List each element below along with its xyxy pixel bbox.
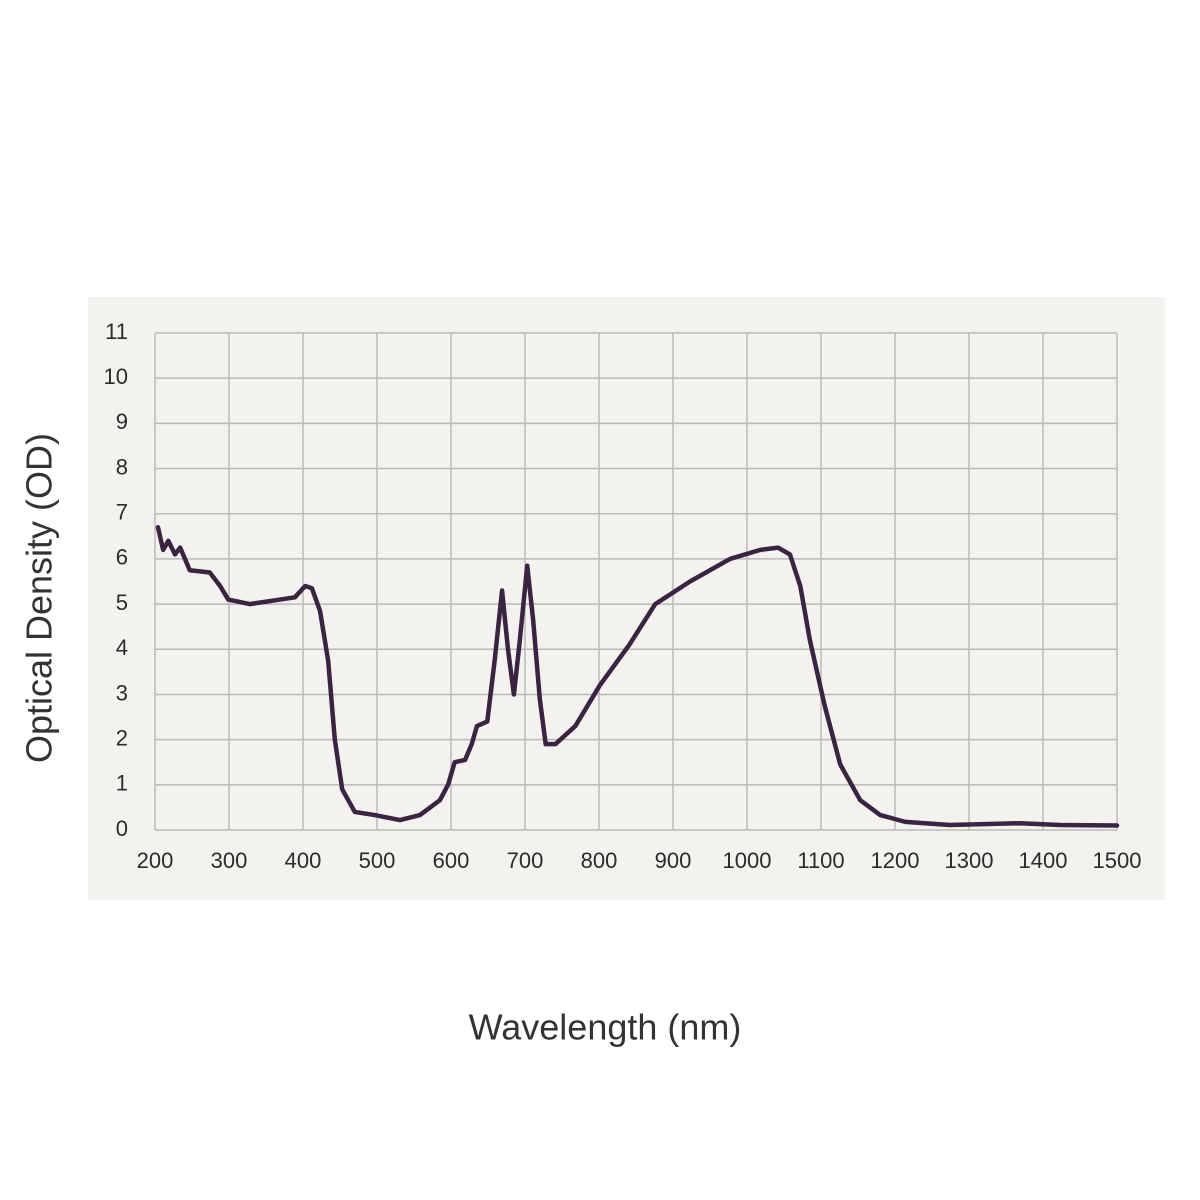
x-tick-label: 400 bbox=[285, 848, 322, 873]
x-tick-label: 1000 bbox=[723, 848, 772, 873]
x-tick-label: 1100 bbox=[797, 848, 844, 873]
x-tick-label: 1500 bbox=[1093, 848, 1142, 873]
x-tick-label: 600 bbox=[433, 848, 470, 873]
y-tick-label: 0 bbox=[116, 816, 128, 841]
x-tick-label: 200 bbox=[137, 848, 174, 873]
y-tick-label: 8 bbox=[116, 454, 128, 479]
x-tick-label: 1400 bbox=[1019, 848, 1068, 873]
data-line bbox=[155, 525, 1120, 828]
x-tick-label: 1200 bbox=[871, 848, 920, 873]
y-tick-label: 10 bbox=[104, 364, 128, 389]
y-tick-label: 1 bbox=[116, 771, 128, 796]
y-tick-label: 6 bbox=[116, 545, 128, 570]
y-tick-label: 7 bbox=[116, 500, 128, 525]
panel bbox=[88, 297, 1165, 900]
y-tick-label: 3 bbox=[116, 680, 128, 705]
x-tick-label: 800 bbox=[581, 848, 618, 873]
x-tick-label: 900 bbox=[655, 848, 692, 873]
y-tick-label: 11 bbox=[105, 319, 128, 344]
y-axis-title: Optical Density (OD) bbox=[19, 433, 60, 763]
y-tick-label: 4 bbox=[116, 635, 128, 660]
x-tick-label: 300 bbox=[211, 848, 248, 873]
x-axis-title: Wavelength (nm) bbox=[469, 1007, 742, 1048]
y-tick-label: 5 bbox=[116, 590, 128, 615]
y-tick-label: 9 bbox=[116, 409, 128, 434]
x-tick-label: 500 bbox=[359, 848, 396, 873]
x-tick-label: 1300 bbox=[945, 848, 994, 873]
x-tick-label: 700 bbox=[507, 848, 544, 873]
y-tick-label: 2 bbox=[116, 725, 128, 750]
